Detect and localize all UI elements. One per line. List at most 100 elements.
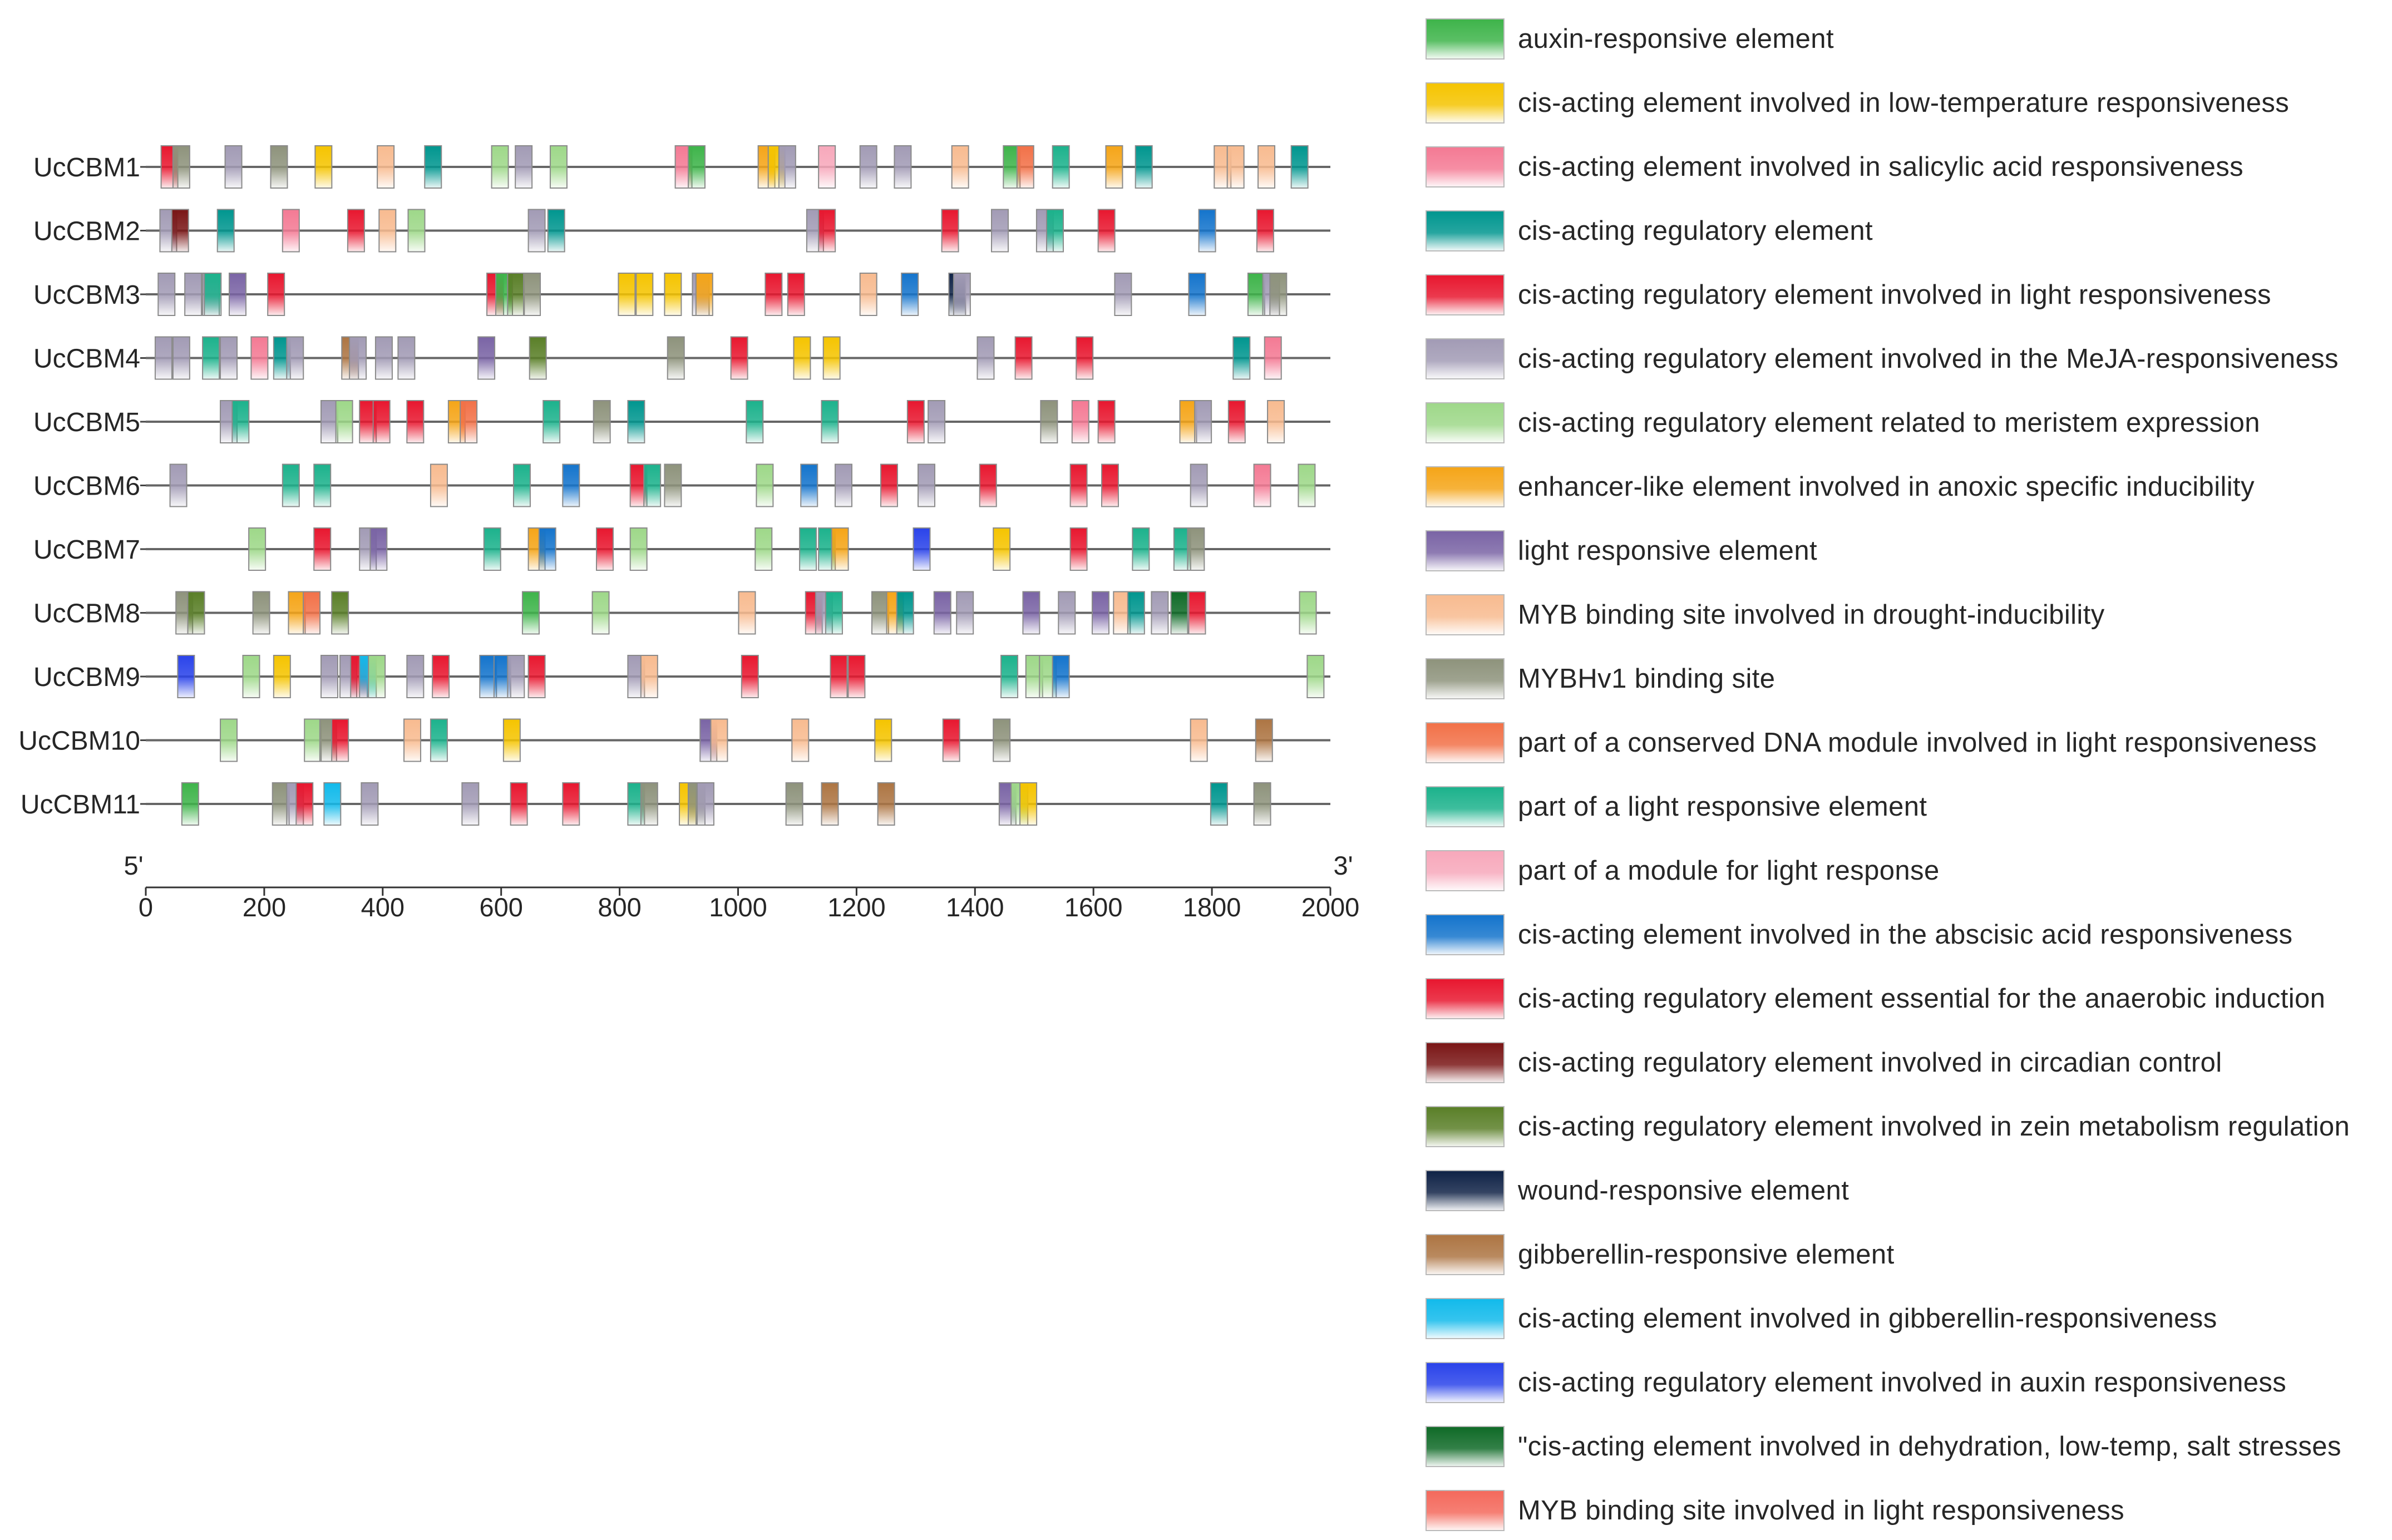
motif-box-mybhv1 <box>1187 527 1205 571</box>
legend-item: light responsive element <box>1426 529 1817 573</box>
motif-box-lowtemp <box>664 273 682 316</box>
sequence-label: UcCBM6 <box>33 472 140 501</box>
motif-box-auxin <box>1247 273 1265 316</box>
legend-swatch <box>1426 210 1505 251</box>
motif-box-light_red <box>1227 400 1246 443</box>
legend-item: part of a light responsive element <box>1426 784 1927 829</box>
motif-box-myb_drought <box>738 591 756 635</box>
motif-box-light_red <box>1069 463 1088 507</box>
legend-label: cis-acting element involved in salicylic… <box>1518 152 2244 182</box>
legend-item: cis-acting regulatory element involved i… <box>1426 273 2271 317</box>
legend-label: cis-acting regulatory element involved i… <box>1518 1112 2350 1142</box>
motif-box-light_red <box>880 463 898 507</box>
motif-box-meja <box>184 273 203 316</box>
motif-box-meristem <box>756 463 774 507</box>
legend-swatch <box>1426 146 1505 187</box>
motif-box-meja <box>349 336 367 380</box>
motif-box-lowtemp <box>314 145 333 189</box>
legend-swatch <box>1426 978 1505 1019</box>
legend-item: part of a module for light response <box>1426 848 1940 893</box>
motif-box-anoxic <box>288 591 306 635</box>
legend-swatch <box>1426 658 1505 699</box>
motif-box-light_part <box>542 400 561 443</box>
motif-box-auxin <box>181 782 199 826</box>
motif-box-light_part <box>202 336 220 380</box>
motif-box-regulatory <box>1290 145 1309 189</box>
motif-box-meristem <box>220 718 238 762</box>
legend-label: "cis-acting element involved in dehydrat… <box>1518 1432 2341 1462</box>
motif-box-meja <box>1058 591 1076 635</box>
motif-box-light_red <box>741 655 759 698</box>
legend-item: "cis-acting element involved in dehydrat… <box>1426 1424 2341 1469</box>
legend-label: part of a module for light response <box>1518 856 1940 886</box>
motif-box-mybhv1 <box>667 336 685 380</box>
motif-box-meristem <box>1306 655 1325 698</box>
legend-item: cis-acting element involved in gibberell… <box>1426 1296 2217 1341</box>
motif-box-meja <box>154 336 172 380</box>
legend-swatch <box>1426 1298 1505 1339</box>
motif-box-meja <box>1190 463 1208 507</box>
motif-box-light_part <box>1132 527 1150 571</box>
motif-box-conserved <box>460 400 478 443</box>
motif-box-light_part <box>1052 145 1070 189</box>
motif-box-regulatory <box>216 209 235 253</box>
legend-item: wound-responsive element <box>1426 1168 1849 1213</box>
motif-box-meja <box>157 273 176 316</box>
motif-box-meja <box>361 782 379 826</box>
axis-tick-label: 0 <box>139 892 153 922</box>
motif-box-regulatory <box>1232 336 1251 380</box>
motif-box-meristem <box>242 655 260 698</box>
legend-swatch <box>1426 722 1505 763</box>
motif-box-light_red <box>730 336 748 380</box>
motif-box-lowtemp <box>502 718 521 762</box>
motif-box-auxin <box>687 145 706 189</box>
motif-box-auxin <box>521 591 540 635</box>
sequence-row: UcCBM3 <box>33 273 1330 316</box>
legend-label: cis-acting regulatory element <box>1518 216 1873 246</box>
sequence-row: UcCBM8 <box>33 591 1330 635</box>
motif-box-meja <box>461 782 480 826</box>
motif-box-lowtemp <box>822 336 841 380</box>
axis-start-label: 5' <box>124 851 143 880</box>
legend-item: cis-acting regulatory element involved i… <box>1426 1040 2222 1085</box>
motif-box-salicylic <box>1264 336 1282 380</box>
sequence-label: UcCBM10 <box>18 727 140 756</box>
motif-box-salicylic <box>1071 400 1089 443</box>
motif-box-abscisic <box>1188 273 1206 316</box>
motif-box-meja <box>220 336 238 380</box>
motif-box-meristem <box>1299 591 1317 635</box>
motif-box-meja <box>894 145 912 189</box>
motif-box-gibberellin <box>877 782 895 826</box>
motif-box-light_red <box>941 209 959 253</box>
sequence-row: UcCBM9 <box>33 655 1330 698</box>
sequence-row: UcCBM6 <box>33 463 1330 507</box>
motif-box-myb_drought <box>1190 718 1208 762</box>
motif-box-meristem <box>591 591 610 635</box>
motif-box-regulatory <box>547 209 565 253</box>
motif-box-lowtemp <box>618 273 636 316</box>
motif-box-light_red <box>942 718 960 762</box>
motif-box-meja <box>859 145 877 189</box>
motif-box-meja <box>169 463 188 507</box>
motif-box-salicylic <box>250 336 269 380</box>
motif-box-light_red <box>527 655 546 698</box>
motif-box-light_red <box>787 273 805 316</box>
legend-swatch <box>1426 274 1505 315</box>
motif-box-auxin_resp <box>913 527 931 571</box>
motif-box-anoxic <box>695 273 713 316</box>
motif-box-zein <box>507 273 525 316</box>
legend-swatch <box>1426 594 1505 635</box>
motif-box-light_red <box>1256 209 1274 253</box>
motif-box-light_red <box>510 782 528 826</box>
legend-label: wound-responsive element <box>1518 1176 1850 1206</box>
motif-box-mybhv1 <box>785 782 803 826</box>
motif-box-light_red <box>267 273 285 316</box>
sequence-label: UcCBM3 <box>33 280 140 310</box>
motif-box-light_purple <box>477 336 496 380</box>
legend-label: part of a light responsive element <box>1518 792 1927 822</box>
motif-box-light_red <box>295 782 314 826</box>
axis-tick-label: 2000 <box>1301 892 1360 922</box>
motif-box-dehydration <box>1170 591 1188 635</box>
motif-box-meristem <box>407 209 426 253</box>
motif-box-light_red <box>406 400 425 443</box>
